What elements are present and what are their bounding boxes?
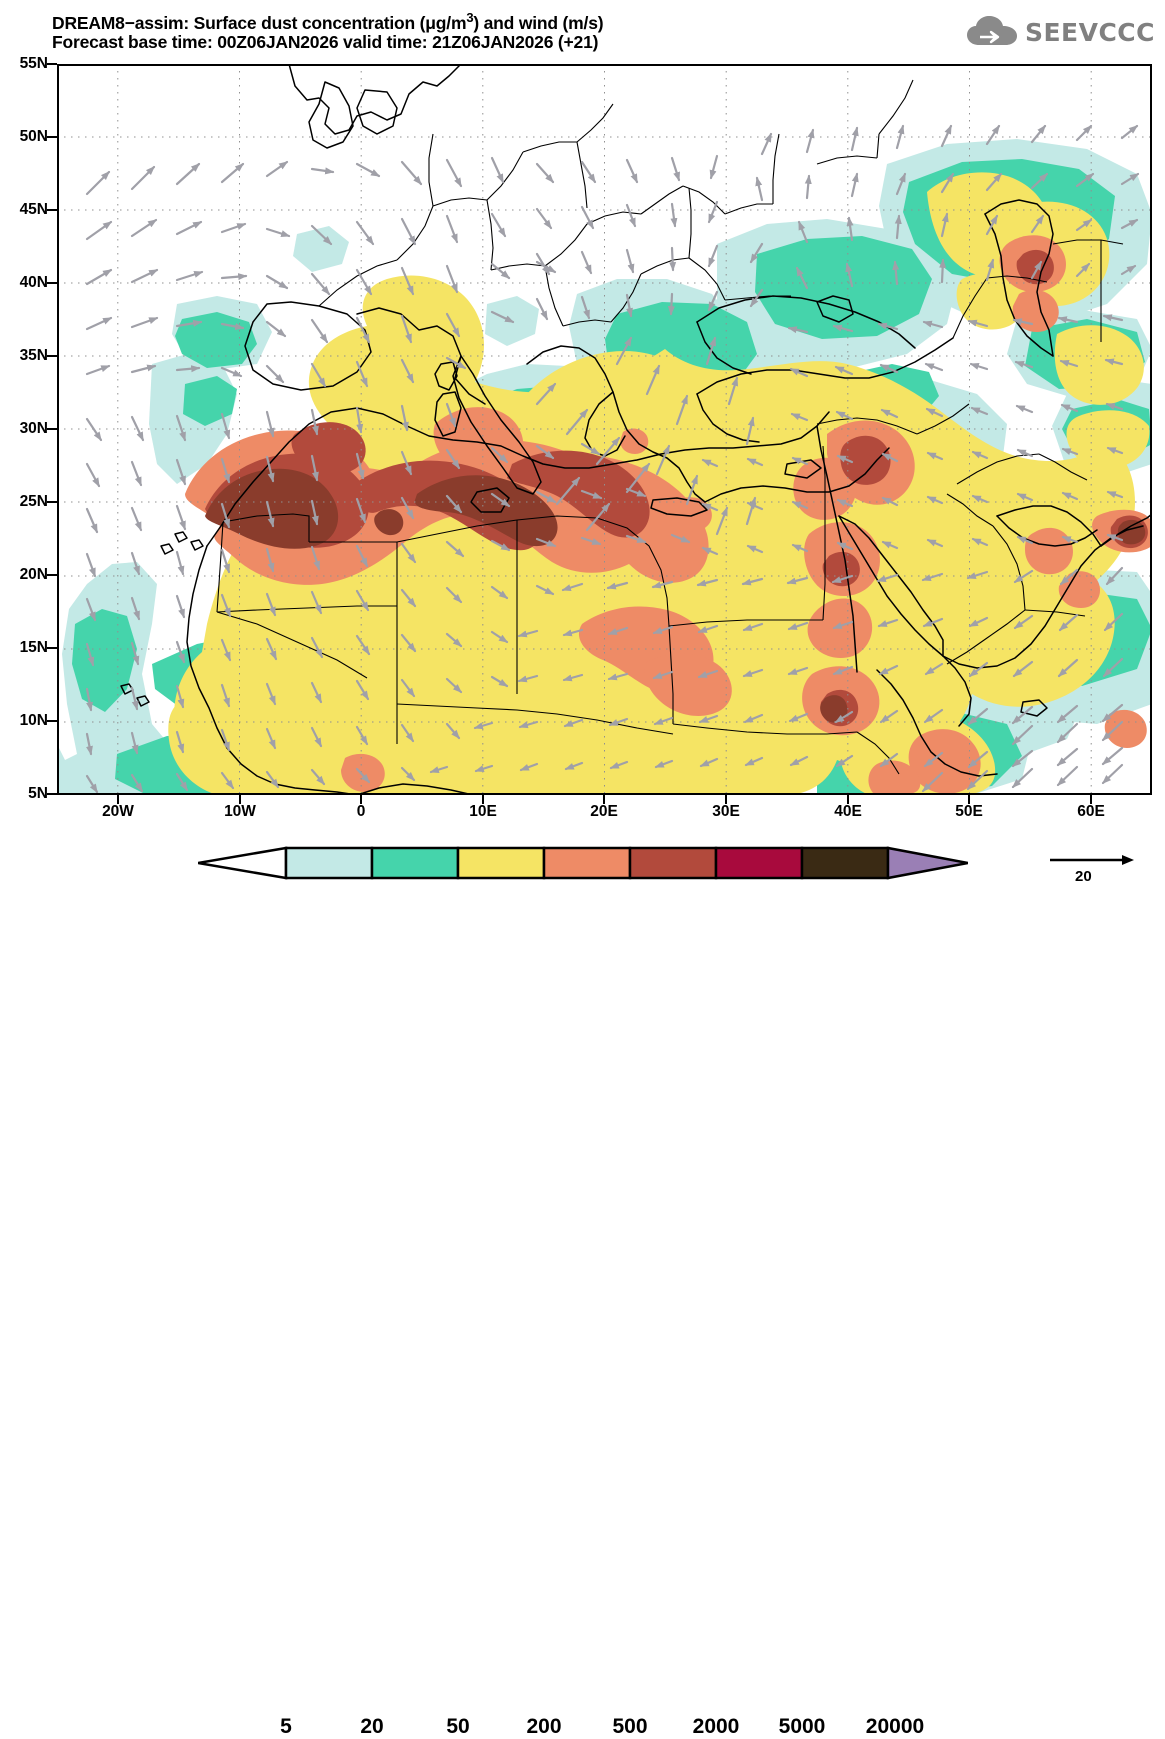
colorbar-over-cap — [886, 846, 969, 880]
lon-label-10E: 10E — [469, 803, 497, 820]
page-title: DREAM8−assim: Surface dust concentration… — [52, 10, 604, 34]
lon-label-20E: 20E — [590, 803, 618, 820]
lat-label-45N: 45N — [19, 201, 48, 218]
page-title-unit: μg/m — [425, 12, 467, 33]
lon-label-0: 0 — [356, 803, 366, 820]
arrow-right-icon — [1050, 855, 1134, 865]
colorbar-bin-500-2000 — [628, 846, 718, 880]
page-title-unit-exponent: 3 — [466, 10, 474, 25]
map-plot-area — [57, 64, 1152, 795]
colorbar-bin-5000-20000 — [800, 846, 890, 880]
lon-label-20W: 20W — [102, 803, 134, 820]
lon-label-50E: 50E — [955, 803, 983, 820]
colorbar-bin-2000-5000 — [714, 846, 804, 880]
seevccc-logo: SEEVCCC — [966, 12, 1155, 52]
lon-label-10W: 10W — [224, 803, 256, 820]
lat-tick-30N — [47, 428, 57, 430]
lon-tick-10E — [482, 795, 484, 804]
lat-label-30N: 30N — [19, 420, 48, 437]
lat-tick-55N — [47, 63, 57, 65]
page-title-text-post: ) and wind (m/s) — [473, 12, 604, 33]
colorbar-under-cap — [197, 846, 288, 880]
colorbar-bin-20-50 — [370, 846, 460, 880]
lat-tick-45N — [47, 209, 57, 211]
lon-tick-50E — [968, 795, 970, 804]
lat-tick-10N — [47, 720, 57, 722]
colorbar-label-50: 50 — [446, 1715, 470, 1738]
lat-tick-15N — [47, 647, 57, 649]
lon-tick-20E — [603, 795, 605, 804]
page-title-text-pre: DREAM8−assim: Surface dust concentration… — [52, 12, 426, 33]
colorbar-bin-50-200 — [456, 846, 546, 880]
lat-tick-25N — [47, 501, 57, 503]
lon-tick-60E — [1090, 795, 1092, 804]
lat-label-25N: 25N — [19, 493, 48, 510]
lat-tick-40N — [47, 282, 57, 284]
colorbar: 5 20 50 200 500 2000 5000 20000 — [197, 846, 969, 1738]
lon-tick-20W — [117, 795, 119, 804]
lat-label-20N: 20N — [19, 566, 48, 583]
colorbar-label-500: 500 — [612, 1715, 648, 1738]
coastlines-and-borders — [120, 64, 1152, 795]
colorbar-swatches — [197, 846, 969, 880]
colorbar-bin-5-20 — [284, 846, 374, 880]
colorbar-label-5000: 5000 — [778, 1715, 826, 1738]
lat-tick-50N — [47, 136, 57, 138]
lon-tick-40E — [847, 795, 849, 804]
lat-label-15N: 15N — [19, 639, 48, 656]
colorbar-label-200: 200 — [526, 1715, 562, 1738]
lon-tick-0 — [360, 795, 362, 804]
lon-label-40E: 40E — [834, 803, 862, 820]
wind-scale-value: 20 — [1075, 868, 1092, 885]
forecast-time-subtitle: Forecast base time: 00Z06JAN2026 valid t… — [52, 32, 599, 52]
colorbar-bin-200-500 — [542, 846, 632, 880]
lat-tick-35N — [47, 355, 57, 357]
colorbar-label-5: 5 — [280, 1715, 292, 1738]
header: DREAM8−assim: Surface dust concentration… — [0, 0, 1165, 60]
lon-tick-30E — [725, 795, 727, 804]
lat-label-10N: 10N — [19, 712, 48, 729]
wind-scale-key — [1048, 852, 1148, 873]
lat-tick-20N — [47, 574, 57, 576]
lat-label-35N: 35N — [19, 347, 48, 364]
lat-label-5N: 5N — [28, 785, 48, 802]
lon-tick-10W — [239, 795, 241, 804]
colorbar-label-2000: 2000 — [692, 1715, 740, 1738]
lon-label-60E: 60E — [1077, 803, 1105, 820]
lat-label-50N: 50N — [19, 128, 48, 145]
logo-text: SEEVCCC — [1024, 17, 1155, 47]
lat-tick-5N — [47, 793, 57, 795]
colorbar-label-20: 20 — [360, 1715, 384, 1738]
dust-concentration-map — [57, 64, 1152, 795]
lon-label-30E: 30E — [712, 803, 740, 820]
colorbar-label-20000: 20000 — [865, 1715, 925, 1738]
lat-label-55N: 55N — [19, 55, 48, 72]
country-borders — [216, 79, 1124, 775]
cloud-icon — [966, 16, 1017, 45]
wind-vectors — [85, 124, 1140, 794]
lat-label-40N: 40N — [19, 274, 48, 291]
